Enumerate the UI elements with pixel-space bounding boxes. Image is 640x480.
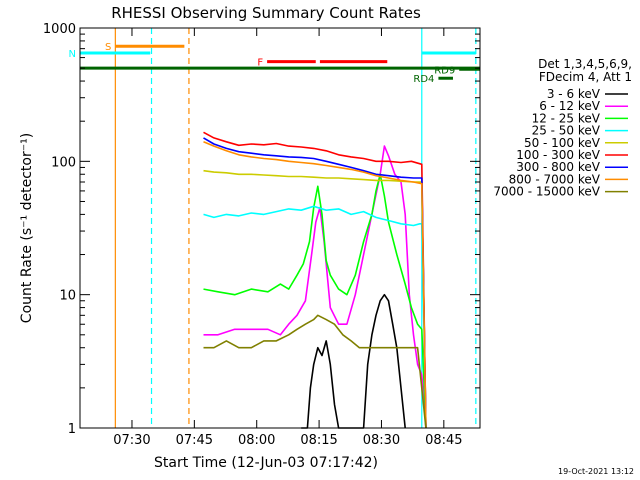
x-tick-label-0: 07:30 bbox=[113, 433, 150, 448]
series-line-2 bbox=[203, 173, 427, 429]
legend: Det 1,3,4,5,6,9, FDecim 4, Att 1 3 - 6 k… bbox=[493, 57, 632, 199]
state-bar-label-5: RD9 bbox=[434, 65, 455, 76]
series-line-6 bbox=[203, 137, 427, 429]
legend-label-3: 25 - 50 keV bbox=[532, 124, 601, 138]
state-bar-label-0: S bbox=[105, 42, 111, 53]
series-line-1 bbox=[203, 145, 427, 429]
y-tick-label-2: 100 bbox=[51, 155, 76, 170]
x-tick-label-5: 08:45 bbox=[425, 433, 462, 448]
legend-header-detectors: Det 1,3,4,5,6,9, bbox=[538, 57, 632, 71]
x-tick-label-2: 08:00 bbox=[238, 433, 275, 448]
y-tick-label-3: 1000 bbox=[43, 22, 76, 37]
legend-label-4: 50 - 100 keV bbox=[524, 136, 601, 150]
series-line-7 bbox=[203, 141, 427, 429]
y-tick-label-0: 1 bbox=[68, 422, 76, 437]
y-tick-label-1: 10 bbox=[59, 289, 76, 304]
footer-timestamp: 19-Oct-2021 13:12 bbox=[558, 467, 634, 476]
series-line-4 bbox=[203, 169, 427, 429]
legend-label-7: 800 - 7000 keV bbox=[509, 172, 601, 186]
series-line-5 bbox=[203, 131, 427, 429]
x-tick-label-4: 08:30 bbox=[363, 433, 400, 448]
y-axis-label: Count Rate (s⁻¹ detector⁻¹) bbox=[19, 133, 35, 323]
legend-label-8: 7000 - 15000 keV bbox=[493, 185, 600, 199]
legend-header-decimation: FDecim 4, Att 1 bbox=[539, 70, 632, 84]
x-tick-label-3: 08:15 bbox=[300, 433, 337, 448]
legend-label-5: 100 - 300 keV bbox=[516, 148, 600, 162]
state-bar-label-2: F bbox=[257, 58, 263, 69]
chart-title: RHESSI Observing Summary Count Rates bbox=[111, 4, 421, 22]
plot-frame bbox=[79, 27, 481, 429]
state-bar-label-6: RD4 bbox=[413, 74, 434, 85]
x-tick-label-1: 07:45 bbox=[176, 433, 213, 448]
axes: 07:30 07:45 08:00 08:15 08:30 08:45 1 10 100 1000 bbox=[43, 22, 480, 448]
legend-label-0: 3 - 6 keV bbox=[547, 87, 601, 101]
series-line-8 bbox=[203, 314, 427, 429]
state-bar-label-1: N bbox=[69, 49, 76, 60]
legend-label-2: 12 - 25 keV bbox=[532, 111, 601, 125]
legend-label-1: 6 - 12 keV bbox=[539, 99, 601, 113]
series-line-3 bbox=[203, 205, 427, 429]
legend-label-6: 300 - 800 keV bbox=[516, 160, 600, 174]
x-axis-label: Start Time (12-Jun-03 07:17:42) bbox=[154, 455, 378, 471]
